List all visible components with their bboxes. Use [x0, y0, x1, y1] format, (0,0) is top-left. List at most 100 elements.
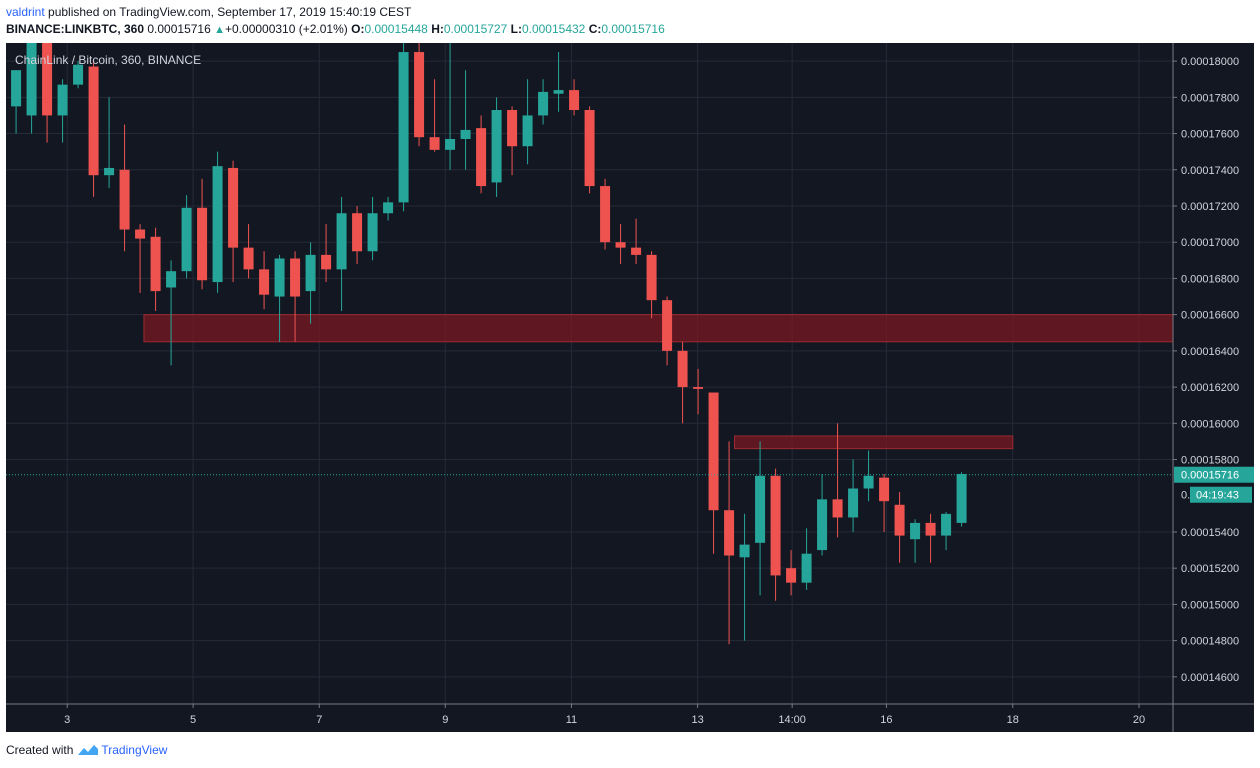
- candlestick-chart[interactable]: 0.00018000 0.00017800 0.00017600 0.00017400…: [6, 43, 1254, 732]
- author-link[interactable]: valdrint: [6, 5, 45, 19]
- candle-body-up: [522, 115, 533, 147]
- candle-body-down: [135, 229, 146, 239]
- countdown-label: 04:19:43: [1196, 490, 1239, 502]
- high-value: 0.00015727: [443, 22, 508, 36]
- candle-body-up: [26, 43, 37, 116]
- chart-area[interactable]: 0.00018000 0.00017800 0.00017600 0.00017400…: [6, 43, 1254, 732]
- publish-text: published on TradingView.com, September …: [44, 5, 412, 19]
- candle-body-up: [910, 522, 921, 540]
- candle-body-down: [662, 300, 673, 351]
- candle-body-down: [228, 167, 239, 248]
- price-tick-label: 0.00016800: [1181, 273, 1239, 285]
- candle-body-up: [104, 167, 115, 176]
- resistance-zones: [143, 314, 1176, 450]
- candle-body-up: [460, 129, 471, 139]
- close-value: 0.00015716: [601, 22, 665, 36]
- candle-body-up: [739, 544, 750, 558]
- candle-body-down: [693, 387, 704, 389]
- time-tick-label: 3: [64, 714, 70, 726]
- candle-body-up: [73, 64, 84, 85]
- open-value: 0.00015448: [364, 22, 428, 36]
- price-tick-label: 0.00017200: [1181, 201, 1239, 213]
- candle-body-up: [941, 513, 952, 536]
- created-with-text: Created with: [6, 743, 74, 757]
- candle-body-down: [894, 504, 905, 536]
- candle-body-down: [770, 475, 781, 576]
- footer: Created with TradingView: [6, 743, 167, 757]
- brand-label: TradingView: [101, 743, 168, 757]
- candle-body-down: [631, 247, 642, 255]
- candle-body-down: [615, 242, 626, 248]
- candle-body-down: [321, 254, 332, 270]
- candle-body-up: [538, 91, 549, 116]
- time-tick-label: 16: [880, 714, 892, 726]
- time-tick-label: 9: [442, 714, 448, 726]
- candle-body-down: [476, 128, 487, 187]
- price-tick-label: 0.00016400: [1181, 346, 1239, 358]
- resistance-zone: [734, 435, 1014, 450]
- price-tick-label: 0.00015800: [1181, 455, 1239, 467]
- candle-body-down: [879, 477, 890, 502]
- candle-body-down: [429, 137, 440, 150]
- price-tick-label: 0.00014800: [1181, 636, 1239, 648]
- low-value: 0.00015432: [521, 22, 586, 36]
- price-axis-background: [1173, 43, 1254, 732]
- candle-body-up: [553, 90, 564, 94]
- chart-title: ChainLink / Bitcoin, 360, BINANCE: [15, 53, 201, 67]
- price-tick-label: 0.00015400: [1181, 527, 1239, 539]
- high-label: H:: [431, 22, 444, 36]
- candle-body-down: [507, 110, 518, 147]
- candle-body-down: [724, 510, 735, 556]
- candle-body-down: [197, 207, 208, 281]
- open-label: O:: [351, 22, 365, 36]
- candle-body-down: [88, 66, 99, 176]
- tradingview-logo-icon: [78, 745, 99, 755]
- candle-body-up: [398, 52, 409, 203]
- candle-body-up: [755, 475, 766, 543]
- last-price-badge: [1174, 466, 1254, 483]
- axes: 0.00018000 0.00017800 0.00017600 0.00017400…: [6, 43, 1254, 732]
- candle-body-down: [119, 169, 130, 230]
- candle-body-down: [708, 392, 719, 511]
- candle-body-down: [352, 213, 363, 252]
- candle-body-down: [600, 186, 611, 243]
- price-tick-label: 0.00016600: [1181, 310, 1239, 322]
- candle-body-down: [677, 350, 688, 388]
- candle-body-down: [786, 568, 797, 583]
- candle-body-down: [832, 499, 843, 518]
- time-tick-label: 7: [316, 714, 322, 726]
- candle-body-down: [259, 269, 270, 295]
- candle-body-up: [801, 553, 812, 583]
- countdown-badge: [1190, 486, 1252, 503]
- time-tick-label: 18: [1007, 714, 1019, 726]
- up-arrow-icon: ▲: [214, 24, 225, 36]
- time-tick-label: 20: [1133, 714, 1145, 726]
- candle-body-down: [42, 43, 53, 116]
- time-tick-label: 11: [566, 714, 577, 726]
- last-price-badge-label: 0.00015716: [1181, 470, 1239, 482]
- candles: [11, 43, 967, 645]
- candle-body-down: [150, 236, 161, 292]
- candle-body-up: [305, 254, 316, 292]
- change-value: +0.00000310 (+2.01%): [225, 22, 348, 36]
- candle-body-down: [414, 52, 425, 138]
- candle-body-up: [491, 110, 502, 183]
- price-tick-label: 0.00015000: [1181, 599, 1239, 611]
- price-tick-label: 0.00017600: [1181, 129, 1239, 141]
- time-tick-label: 5: [190, 714, 196, 726]
- price-tick-label: 0.00016000: [1181, 418, 1239, 430]
- price-tick-label: 0.00017000: [1181, 237, 1239, 249]
- price-tick-label: 0.00017400: [1181, 165, 1239, 177]
- candle-body-down: [243, 247, 254, 270]
- symbol-info-bar: BINANCE:LINKBTC, 360 0.00015716 ▲+0.0000…: [6, 22, 665, 36]
- candle-body-up: [367, 213, 378, 252]
- candle-body-up: [383, 202, 394, 214]
- candle-body-up: [212, 166, 223, 283]
- candle-body-down: [925, 522, 936, 536]
- candle-body-up: [445, 138, 456, 150]
- tradingview-link[interactable]: TradingView: [77, 743, 167, 757]
- price-tick-label: 0.00017800: [1181, 92, 1239, 104]
- candle-body-up: [166, 271, 177, 288]
- candle-body-down: [646, 254, 657, 301]
- price-tick-label: 0.00016200: [1181, 382, 1239, 394]
